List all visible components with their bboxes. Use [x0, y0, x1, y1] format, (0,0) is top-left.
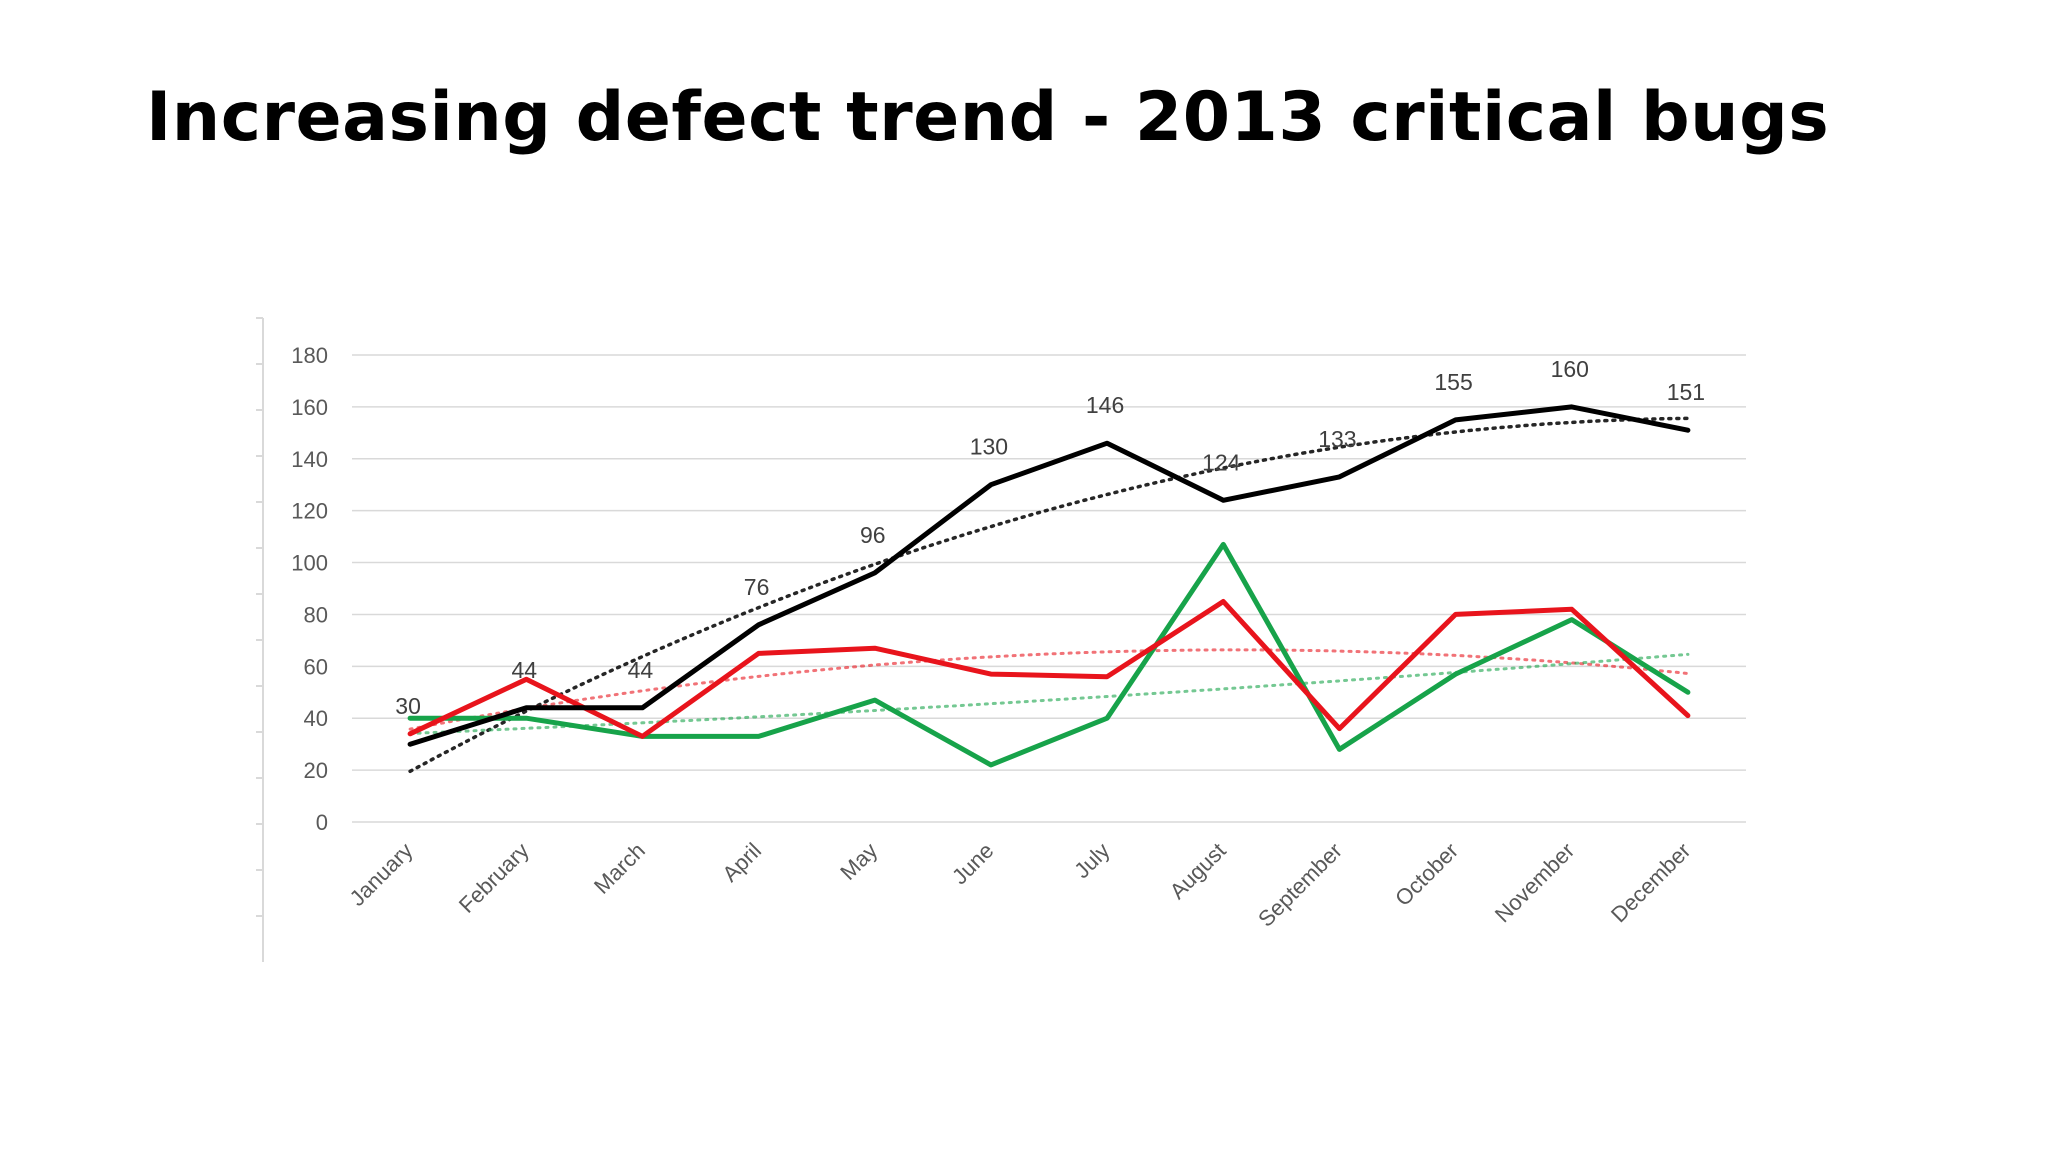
data-label: 155 — [1434, 369, 1472, 395]
y-tick-label: 100 — [291, 551, 328, 576]
data-label: 160 — [1551, 356, 1589, 382]
vertical-axis — [256, 317, 264, 962]
y-tick-label: 80 — [304, 602, 328, 627]
data-label: 146 — [1086, 392, 1124, 418]
x-tick-label: January — [345, 838, 418, 911]
x-tick-label: September — [1253, 838, 1347, 932]
data-label: 44 — [511, 657, 537, 683]
data-label: 151 — [1667, 379, 1705, 405]
y-tick-label: 0 — [316, 810, 328, 835]
x-tick-label: July — [1069, 838, 1114, 883]
series-line-3 — [407, 541, 1691, 768]
data-label: 124 — [1202, 449, 1241, 475]
x-tick-label: March — [589, 838, 650, 899]
x-tick-label: May — [835, 838, 882, 885]
x-tick-label: November — [1490, 838, 1579, 927]
x-tick-label: August — [1165, 838, 1231, 904]
gridlines — [352, 354, 1746, 823]
slide-title: Increasing defect trend - 2013 critical … — [146, 78, 1830, 157]
trendlines — [408, 416, 1690, 774]
x-tick-labels: January February March April May June July Augu… — [345, 838, 1696, 932]
y-tick-label: 40 — [304, 706, 328, 731]
data-label: 30 — [395, 693, 421, 719]
x-tick-label: February — [454, 838, 534, 918]
y-tick-label: 160 — [291, 395, 328, 420]
data-label: 130 — [970, 434, 1008, 460]
y-tick-label: 60 — [304, 654, 328, 679]
y-tick-label: 180 — [291, 343, 328, 368]
y-tick-label: 20 — [304, 758, 328, 783]
y-tick-labels: 0 20 40 60 80 100 120 140 160 180 — [291, 343, 328, 835]
data-labels: 30 44 44 76 96 130 146 124 133 155 160 151 — [395, 356, 1705, 719]
x-tick-label: June — [947, 838, 998, 889]
data-label: 96 — [860, 522, 886, 548]
trendline-series-2 — [408, 648, 1690, 731]
x-tick-label: December — [1606, 838, 1695, 927]
y-tick-label: 140 — [291, 447, 328, 472]
series-line-1 — [407, 404, 1691, 747]
series-line-2 — [407, 599, 1691, 739]
data-label: 76 — [744, 574, 770, 600]
x-tick-label: October — [1390, 838, 1463, 911]
trendline-series-3 — [408, 652, 1690, 735]
y-tick-label: 120 — [291, 499, 328, 524]
x-tick-label: April — [717, 838, 766, 887]
data-label: 44 — [628, 657, 654, 683]
data-label: 133 — [1318, 426, 1356, 452]
series-lines — [407, 404, 1691, 768]
